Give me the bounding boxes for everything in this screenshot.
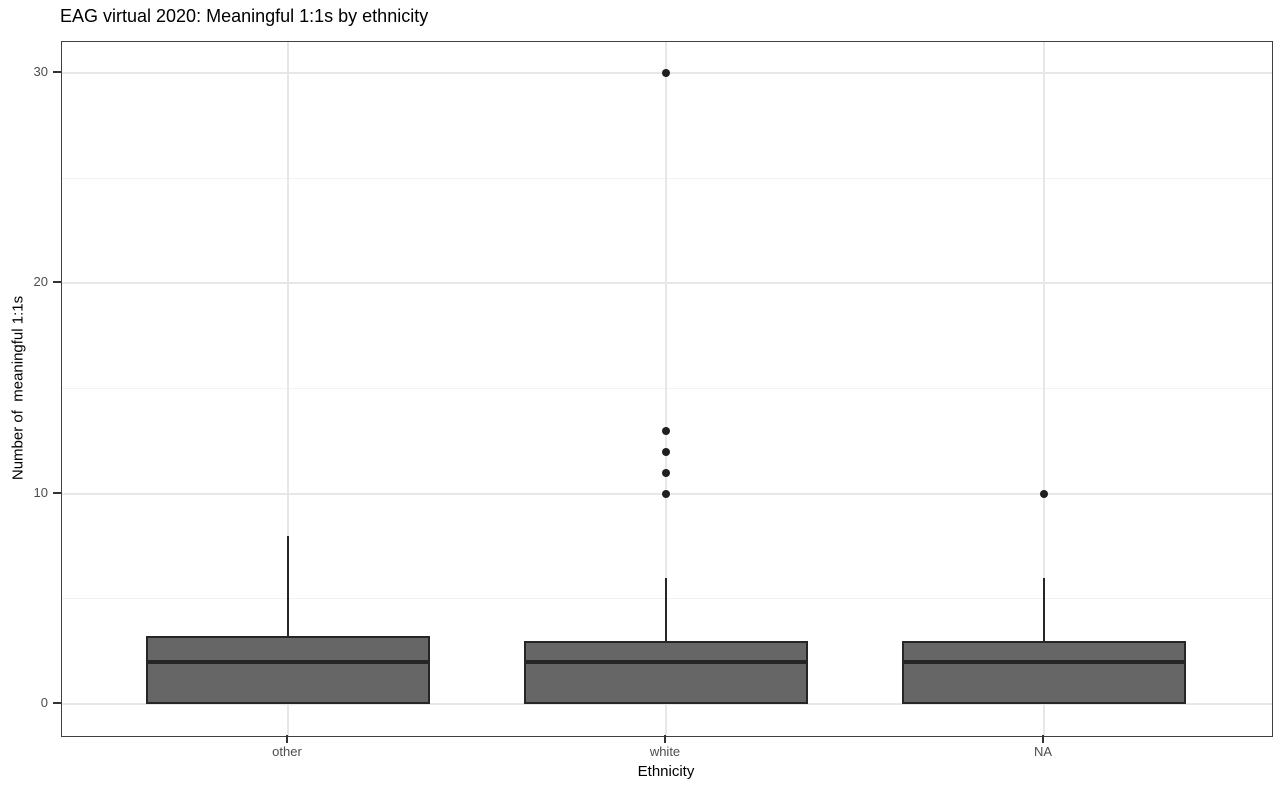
boxplot-box-NA (902, 640, 1186, 704)
x-tick-label: white (649, 744, 681, 759)
median-line-other (148, 659, 428, 664)
boxplot-box-white (524, 640, 808, 704)
gridline-vertical-major (665, 42, 667, 736)
plot-panel (61, 41, 1273, 737)
x-tick-label: other (272, 744, 302, 759)
gridline-horizontal-minor (62, 388, 1272, 389)
y-tick-label: 20 (33, 274, 48, 290)
y-tick-mark (53, 281, 61, 284)
y-tick-label: 10 (33, 484, 48, 500)
gridline-vertical-major (287, 42, 289, 736)
y-tick-mark (53, 702, 61, 704)
whisker-upper-NA (1043, 577, 1045, 641)
gridline-vertical-major (1043, 42, 1045, 736)
outlier-point-white (662, 489, 670, 498)
y-tick-mark (53, 71, 61, 73)
x-tick-label: NA (1033, 744, 1053, 759)
median-line-white (526, 659, 806, 664)
gridline-horizontal-minor (62, 177, 1272, 179)
chart-title: EAG virtual 2020: Meaningful 1:1s by eth… (60, 6, 429, 26)
gridline-horizontal-minor (62, 598, 1272, 600)
median-line-NA (904, 659, 1184, 664)
outlier-point-white (662, 447, 670, 456)
outlier-point-white (662, 426, 670, 435)
x-axis-title: Ethnicity (637, 763, 695, 780)
outlier-point-NA (1040, 489, 1048, 498)
whisker-upper-other (287, 535, 289, 636)
outlier-point-white (662, 69, 670, 77)
gridline-horizontal-major (62, 282, 1272, 285)
y-tick-mark (53, 491, 61, 494)
gridline-horizontal-major (62, 703, 1272, 705)
whisker-upper-white (665, 577, 667, 641)
boxplot-box-other (146, 635, 430, 704)
y-axis-title: Number of meaningful 1:1s (9, 295, 27, 481)
outlier-point-white (662, 468, 670, 477)
y-tick-label: 30 (33, 64, 48, 79)
y-tick-label: 0 (40, 695, 48, 710)
